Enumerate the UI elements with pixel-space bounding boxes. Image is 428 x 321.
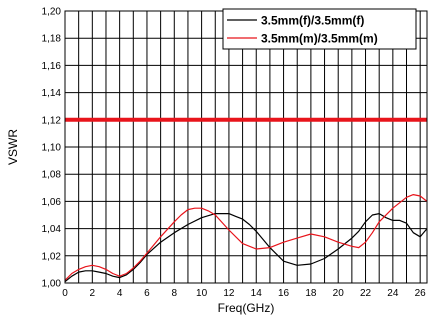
x-tick-label: 22 <box>360 288 372 299</box>
y-tick-label: 1,14 <box>42 88 62 99</box>
y-tick-label: 1,06 <box>42 197 62 208</box>
legend-label: 3.5mm(m)/3.5mm(m) <box>261 32 378 46</box>
series-line-1 <box>64 213 428 283</box>
legend: 3.5mm(f)/3.5mm(f) 3.5mm(m)/3.5mm(m) <box>222 8 417 50</box>
x-tick-label: 6 <box>144 288 150 299</box>
x-tick-label: 8 <box>172 288 178 299</box>
legend-box <box>222 8 417 50</box>
x-tick-label: 0 <box>62 288 68 299</box>
x-tick-label: 2 <box>90 288 96 299</box>
x-tick-label: 26 <box>415 288 427 299</box>
x-tick-label: 18 <box>305 288 317 299</box>
x-tick-label: 20 <box>333 288 345 299</box>
y-tick-label: 1,10 <box>42 143 62 154</box>
y-axis-title: VSWR <box>6 129 20 165</box>
y-tick-label: 1,08 <box>42 170 62 181</box>
y-tick-label: 1,16 <box>42 61 62 72</box>
legend-label: 3.5mm(f)/3.5mm(f) <box>261 14 364 28</box>
series-layer <box>64 194 428 283</box>
x-tick-label: 12 <box>223 288 235 299</box>
grid <box>65 10 427 284</box>
x-tick-label: 10 <box>196 288 208 299</box>
x-axis-title: Freq(GHz) <box>218 301 275 315</box>
tick-labels: 1,00 1,02 1,04 1,06 1,08 1,10 1,12 1,14 1,16 1,18… <box>42 7 427 300</box>
series-line-2 <box>64 194 428 281</box>
x-tick-label: 14 <box>251 288 263 299</box>
y-tick-label: 1,18 <box>42 34 62 45</box>
y-tick-label: 1,04 <box>42 224 62 235</box>
y-tick-label: 1,00 <box>42 279 62 290</box>
x-tick-label: 4 <box>117 288 123 299</box>
x-tick-label: 24 <box>387 288 399 299</box>
x-tick-label: 16 <box>278 288 290 299</box>
y-tick-label: 1,20 <box>42 7 62 18</box>
y-tick-label: 1,12 <box>42 115 62 126</box>
y-tick-label: 1,02 <box>42 251 62 262</box>
